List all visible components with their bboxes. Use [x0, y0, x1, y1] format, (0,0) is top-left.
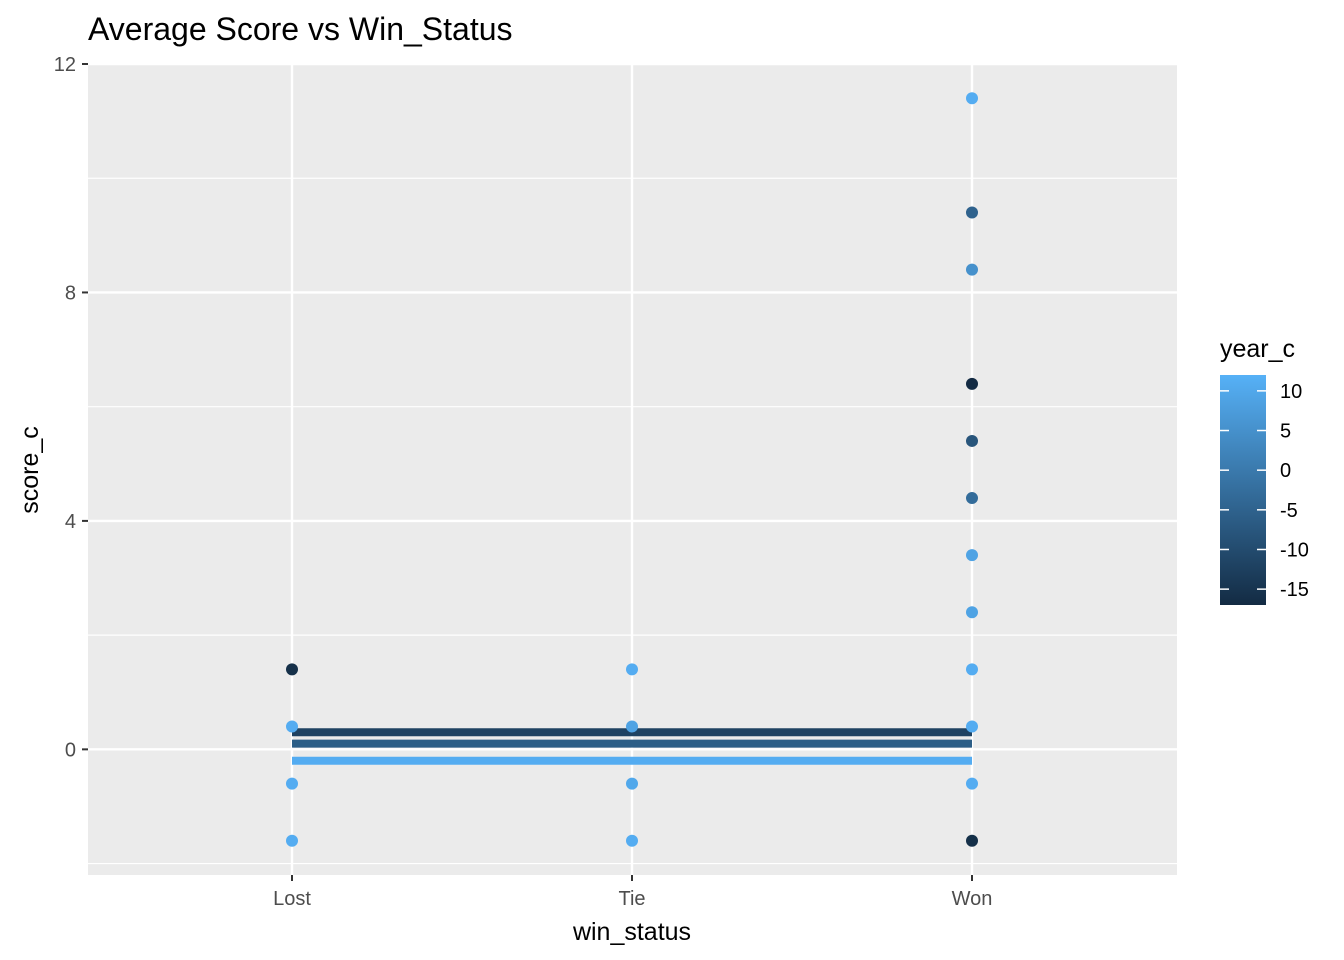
data-point — [626, 777, 638, 790]
data-point — [966, 492, 978, 505]
legend-tick-label: 10 — [1280, 381, 1302, 403]
data-point — [966, 606, 978, 619]
data-point — [286, 663, 298, 676]
data-point — [626, 834, 638, 847]
x-tick-label: Lost — [273, 888, 311, 910]
legend-tick-label: -15 — [1280, 579, 1309, 601]
data-point — [966, 777, 978, 790]
data-point — [966, 663, 978, 676]
legend-ticks: 10 5 0 -5 -10 -15 — [1220, 381, 1309, 601]
data-point — [286, 777, 298, 790]
y-tick-label: 4 — [65, 511, 76, 533]
y-tick-label: 12 — [54, 54, 76, 76]
data-point — [966, 263, 978, 276]
x-axis-title: win_status — [572, 918, 691, 946]
data-point — [966, 720, 978, 733]
legend-tick-label: 0 — [1280, 460, 1291, 482]
data-point — [966, 549, 978, 562]
chart-title: Average Score vs Win_Status — [88, 11, 513, 47]
data-points — [286, 92, 978, 847]
data-point — [626, 720, 638, 733]
data-point — [966, 92, 978, 105]
y-axis-title: score_c — [16, 426, 44, 514]
y-tick-label: 0 — [65, 739, 76, 761]
data-point — [286, 834, 298, 847]
y-axis: 0 4 8 12 — [54, 54, 88, 761]
data-point — [626, 663, 638, 676]
data-point — [286, 720, 298, 733]
legend-colorbar — [1220, 375, 1266, 605]
color-legend: year_c 10 5 0 -5 -10 -15 — [1220, 335, 1309, 605]
legend-tick-label: -10 — [1280, 539, 1309, 561]
y-tick-label: 8 — [65, 282, 76, 304]
x-axis: Lost Tie Won — [273, 875, 992, 910]
legend-title: year_c — [1220, 335, 1295, 363]
x-tick-label: Tie — [618, 888, 645, 910]
data-point — [966, 206, 978, 219]
data-point — [966, 434, 978, 447]
legend-tick-label: -5 — [1280, 500, 1298, 522]
legend-tick-label: 5 — [1280, 421, 1291, 443]
data-point — [966, 377, 978, 390]
data-point — [966, 834, 978, 847]
x-tick-label: Won — [952, 888, 993, 910]
